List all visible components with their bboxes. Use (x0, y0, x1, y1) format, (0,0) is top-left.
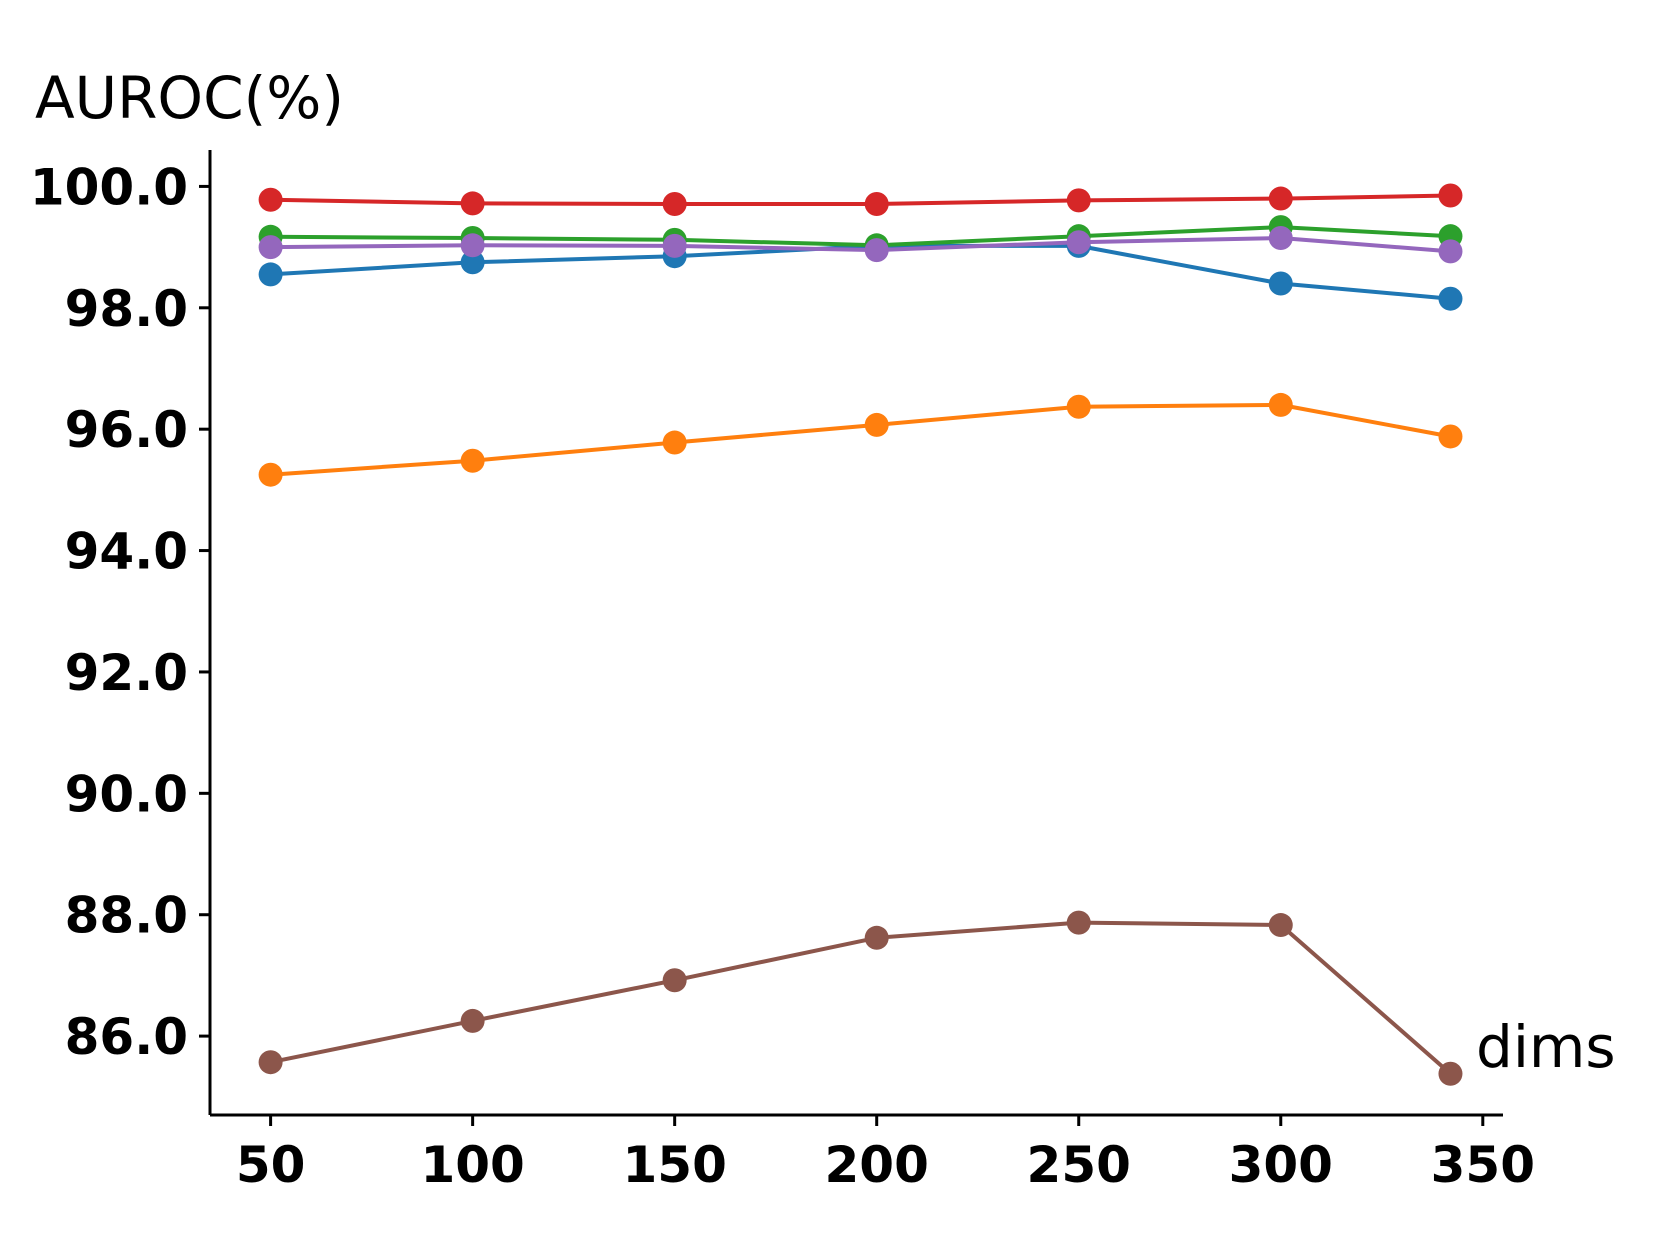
data-point-red (864, 192, 889, 217)
data-point-orange (258, 462, 283, 487)
data-point-red (1268, 186, 1293, 211)
y-tick-label: 100.0 (30, 158, 188, 216)
data-point-purple (1438, 239, 1463, 264)
series-line-orange (270, 402, 1451, 477)
series-brown (258, 910, 1463, 1086)
data-point-purple (864, 238, 889, 263)
y-tick-label: 86.0 (65, 1008, 188, 1066)
x-tick-label: 100 (420, 1136, 524, 1194)
data-point-red (1066, 188, 1091, 213)
y-tick-label: 94.0 (65, 523, 188, 581)
data-point-purple (1268, 226, 1293, 251)
data-point-brown (1066, 910, 1091, 935)
data-point-red (460, 191, 485, 216)
y-tick-label: 92.0 (65, 644, 188, 702)
y-axis-label: AUROC(%) (35, 64, 344, 132)
y-tick-label: 90.0 (65, 765, 188, 823)
series-orange (258, 392, 1463, 487)
data-point-purple (662, 233, 687, 258)
series-layer (258, 183, 1463, 1086)
data-point-orange (864, 412, 889, 437)
x-tick-label: 200 (825, 1136, 929, 1194)
x-tick-label: 250 (1027, 1136, 1131, 1194)
data-point-blue (258, 262, 283, 287)
y-tick-label: 98.0 (65, 280, 188, 338)
data-point-red (258, 187, 283, 212)
data-point-brown (864, 925, 889, 950)
y-tick-label: 88.0 (65, 887, 188, 945)
data-point-brown (460, 1008, 485, 1033)
data-point-brown (1268, 913, 1293, 938)
series-line-brown (270, 920, 1452, 1076)
series-red (258, 183, 1463, 217)
data-point-blue (460, 250, 485, 275)
x-tick-label: 300 (1229, 1136, 1333, 1194)
data-point-blue (1438, 286, 1463, 311)
data-point-orange (1066, 394, 1091, 419)
x-tick-label: 50 (236, 1136, 306, 1194)
data-point-purple (258, 235, 283, 260)
y-tick-label: 96.0 (65, 401, 188, 459)
x-tick-label: 350 (1431, 1136, 1535, 1194)
x-axis-label: dims (1476, 1013, 1616, 1081)
data-point-orange (460, 448, 485, 473)
data-point-purple (1066, 230, 1091, 255)
data-point-orange (1438, 424, 1463, 449)
data-point-brown (1438, 1061, 1463, 1086)
data-point-orange (662, 430, 687, 455)
y-ticks: 86.0 88.0 90.0 92.0 94.0 96.0 98.0 100.0 (30, 158, 210, 1066)
x-tick-label: 150 (622, 1136, 726, 1194)
x-ticks: 50 100 150 200 250 300 350 (236, 1115, 1535, 1194)
data-point-red (1438, 183, 1463, 208)
data-point-brown (258, 1050, 283, 1075)
series-purple (258, 226, 1463, 264)
data-point-purple (460, 233, 485, 258)
data-point-blue (1268, 271, 1293, 296)
data-point-brown (662, 968, 687, 993)
data-point-orange (1268, 392, 1293, 417)
data-point-red (662, 192, 687, 217)
